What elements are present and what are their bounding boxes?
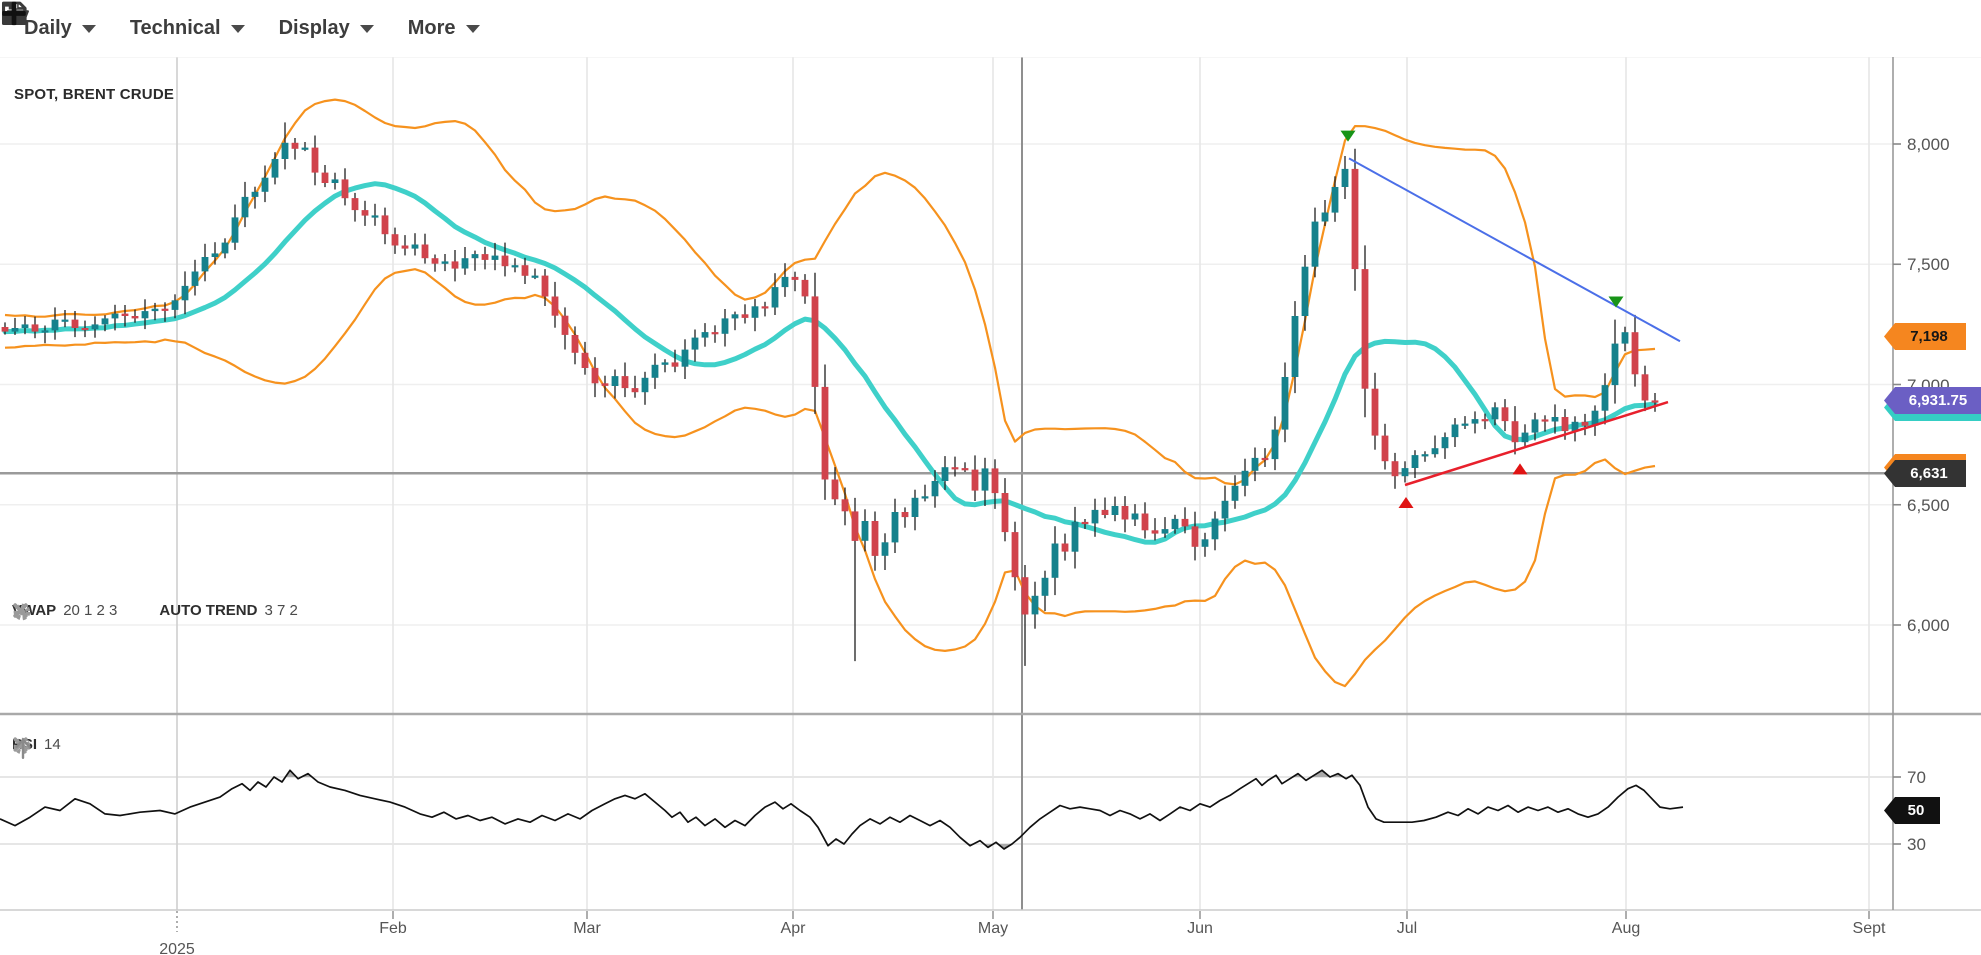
timeframe-dropdown[interactable]: Daily bbox=[14, 11, 106, 46]
month-axis-label: Aug bbox=[1611, 920, 1641, 937]
rsi-indicator-params: 14 bbox=[44, 736, 61, 753]
rsi-axis-label: 30 bbox=[1907, 835, 1926, 854]
autotrend-indicator-label: AUTO TREND bbox=[159, 602, 258, 619]
more-dropdown[interactable]: More bbox=[398, 11, 490, 46]
price-axis-label: 8,000 bbox=[1907, 135, 1950, 154]
month-axis-label: Feb bbox=[379, 920, 407, 937]
month-axis-label: Apr bbox=[780, 920, 806, 937]
price-axis-label: 7,500 bbox=[1907, 255, 1950, 274]
plus-icon bbox=[2, 1, 26, 26]
autotrend-indicator-params: 3 7 2 bbox=[264, 602, 298, 619]
price-badge: 6,631 bbox=[1884, 460, 1966, 487]
toolbar: Daily Technical Display More bbox=[0, 0, 1981, 57]
month-axis-label: Mar bbox=[573, 920, 601, 937]
display-dropdown-label: Display bbox=[278, 17, 350, 39]
price-badge: 6,931.75 bbox=[1884, 387, 1981, 414]
more-dropdown-label: More bbox=[407, 17, 456, 39]
vwap-indicator-params: 20 1 2 3 bbox=[63, 602, 118, 619]
chevron-down-icon bbox=[359, 24, 374, 33]
price-axis-label: 6,500 bbox=[1907, 496, 1950, 515]
price-badge: 7,198 bbox=[1884, 323, 1966, 350]
rsi-indicators-row: RSI 14 bbox=[12, 736, 101, 760]
month-axis-label: Sept bbox=[1852, 920, 1886, 937]
technical-dropdown[interactable]: Technical bbox=[120, 11, 255, 46]
month-axis-label: May bbox=[977, 920, 1009, 937]
chart-plot-area[interactable] bbox=[0, 57, 1893, 910]
open-chart-button[interactable] bbox=[2, 4, 538, 33]
zoom-in-button[interactable] bbox=[2, 1, 634, 33]
chevron-down-icon bbox=[81, 24, 96, 33]
rsi-badge: 50 bbox=[1884, 797, 1940, 824]
month-axis-label: Jul bbox=[1396, 920, 1418, 937]
symbol-title: SPOT, BRENT CRUDE bbox=[14, 86, 175, 103]
rsi-axis-label: 70 bbox=[1907, 768, 1926, 787]
timeframe-dropdown-label: Daily bbox=[24, 17, 72, 39]
technical-dropdown-label: Technical bbox=[129, 17, 221, 39]
chevron-down-icon bbox=[230, 24, 245, 33]
display-dropdown[interactable]: Display bbox=[269, 11, 384, 46]
overlay-indicators-row: VWAP 20 1 2 3 AUTO TREND 3 7 2 bbox=[12, 602, 312, 621]
save-chart-button[interactable] bbox=[1, 1, 568, 33]
year-axis-label: 2025 bbox=[159, 941, 195, 955]
price-axis-label: 6,000 bbox=[1907, 616, 1950, 635]
chevron-down-icon bbox=[465, 24, 480, 33]
month-axis-label: Jun bbox=[1187, 920, 1213, 937]
zoom-out-button[interactable] bbox=[2, 11, 604, 33]
